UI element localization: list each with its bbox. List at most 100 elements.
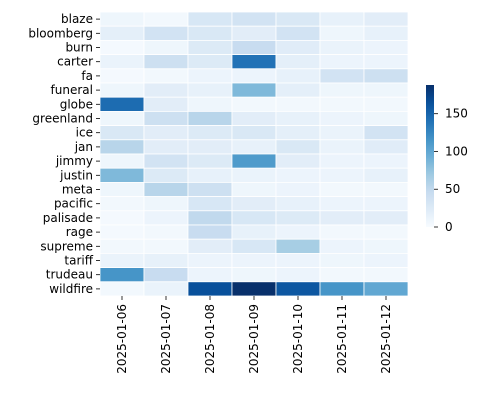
heatmap-cell	[99, 238, 145, 254]
heatmap-cell	[363, 40, 409, 56]
row-label: ice	[76, 126, 93, 140]
heatmap-cell	[187, 238, 233, 254]
heatmap-cell	[99, 40, 145, 56]
heatmap-cell	[143, 82, 189, 98]
heatmap-cell	[275, 281, 321, 297]
heatmap-cell	[319, 125, 365, 141]
heatmap-cell	[187, 224, 233, 240]
heatmap-cell	[99, 153, 145, 169]
heatmap-cell	[99, 181, 145, 197]
heatmap-cell	[231, 281, 277, 297]
heatmap-cell	[143, 281, 189, 297]
heatmap-cell	[99, 125, 145, 141]
heatmap-cell	[99, 82, 145, 98]
heatmap-cell	[99, 11, 145, 27]
heatmap-cell	[319, 224, 365, 240]
heatmap-cell	[99, 54, 145, 70]
heatmap-cell	[275, 267, 321, 283]
row-label: jimmy	[55, 154, 93, 168]
heatmap-cell	[143, 25, 189, 41]
row-label: supreme	[40, 239, 93, 253]
row-label: blaze	[61, 12, 93, 26]
heatmap-cell	[275, 11, 321, 27]
heatmap-cell	[187, 196, 233, 212]
row-label: trudeau	[46, 268, 93, 282]
row-label: jan	[74, 140, 93, 154]
column-label: 2025-01-09	[247, 304, 261, 374]
heatmap-cell	[99, 68, 145, 84]
heatmap-cell	[143, 238, 189, 254]
heatmap-cell	[187, 96, 233, 112]
heatmap-cell	[363, 210, 409, 226]
heatmap-cell	[99, 167, 145, 183]
column-label: 2025-01-06	[115, 304, 129, 374]
heatmap-cell	[143, 196, 189, 212]
heatmap-cell	[363, 68, 409, 84]
heatmap-cell	[187, 125, 233, 141]
heatmap-cell	[319, 238, 365, 254]
heatmap-cell	[187, 111, 233, 127]
heatmap-cell	[143, 167, 189, 183]
heatmap-cell	[99, 139, 145, 155]
heatmap-cell	[363, 111, 409, 127]
heatmap-cell	[363, 96, 409, 112]
heatmap-cell	[143, 54, 189, 70]
column-label: 2025-01-12	[379, 304, 393, 374]
heatmap-cell	[143, 40, 189, 56]
heatmap-cell	[187, 40, 233, 56]
heatmap-cell	[363, 281, 409, 297]
colorbar-tick-label: 50	[445, 182, 460, 196]
row-label: greenland	[32, 112, 93, 126]
heatmap-cell	[99, 210, 145, 226]
heatmap-cell	[187, 210, 233, 226]
heatmap-cell	[275, 96, 321, 112]
heatmap-cell	[319, 25, 365, 41]
heatmap-cell	[363, 238, 409, 254]
heatmap-cell	[143, 96, 189, 112]
column-labels: 2025-01-06 2025-01-07 2025-01-08 2025-01-09…	[115, 296, 393, 374]
heatmap-cell	[231, 167, 277, 183]
heatmap-cell	[319, 68, 365, 84]
heatmap-cell	[231, 224, 277, 240]
heatmap-cell	[143, 267, 189, 283]
heatmap-cell	[275, 40, 321, 56]
row-labels: blazebloombergburncarterfafuneralglobegr…	[28, 12, 100, 296]
heatmap-cell	[275, 82, 321, 98]
heatmap-cell	[275, 54, 321, 70]
row-label: justin	[59, 168, 93, 182]
heatmap-cell	[187, 252, 233, 268]
heatmap-cell	[275, 68, 321, 84]
heatmap-cell	[231, 238, 277, 254]
colorbar: 0 50 100 150	[426, 85, 468, 234]
heatmap-cell	[231, 11, 277, 27]
heatmap-cell	[319, 153, 365, 169]
heatmap-cell	[363, 82, 409, 98]
heatmap-cell	[143, 181, 189, 197]
heatmap-cell	[319, 167, 365, 183]
heatmap-cell	[275, 139, 321, 155]
heatmap-cell	[363, 153, 409, 169]
column-label: 2025-01-08	[203, 304, 217, 374]
heatmap-cell	[275, 125, 321, 141]
heatmap-cell	[363, 224, 409, 240]
heatmap-cell	[99, 224, 145, 240]
heatmap-cell	[143, 224, 189, 240]
heatmap-cell	[187, 267, 233, 283]
colorbar-gradient	[426, 85, 434, 227]
heatmap-cell	[143, 111, 189, 127]
heatmap-cell	[275, 224, 321, 240]
heatmap-cell	[187, 25, 233, 41]
heatmap-cell	[363, 167, 409, 183]
heatmap-cell	[275, 25, 321, 41]
heatmap-cell	[319, 267, 365, 283]
heatmap-cell	[275, 196, 321, 212]
heatmap-cell	[143, 125, 189, 141]
heatmap-cell	[99, 281, 145, 297]
heatmap-cell	[319, 196, 365, 212]
heatmap-cell	[275, 210, 321, 226]
heatmap-cell	[187, 153, 233, 169]
colorbar-tick-label: 100	[445, 144, 468, 158]
heatmap-cell	[275, 167, 321, 183]
column-label: 2025-01-11	[335, 304, 349, 374]
